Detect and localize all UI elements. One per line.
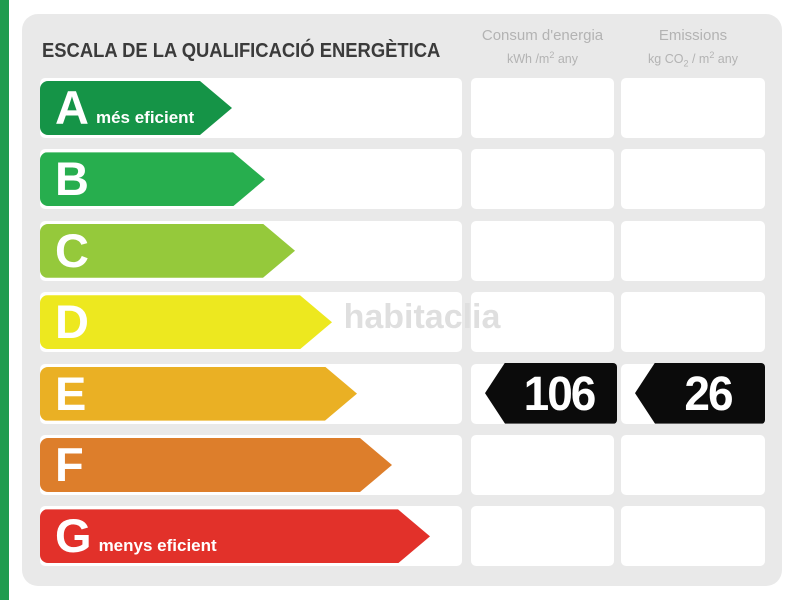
emissions-cell-d: [621, 292, 765, 353]
grade-letter-c: C: [55, 223, 89, 277]
consum-value-tag-e-value: 106: [523, 365, 597, 421]
left-green-stripe: [0, 0, 9, 600]
grade-sublabel-g: menys eficient: [98, 536, 217, 556]
rating-arrow-b: B: [40, 152, 265, 206]
rating-row-d: D: [22, 292, 782, 353]
rating-row-b: B: [22, 149, 782, 210]
emissions-value-tag-e: 26: [635, 362, 765, 424]
emissions-value-tag-e-value: 26: [684, 365, 733, 421]
page-title: ESCALA DE LA QUALIFICACIÓ ENERGÈTICA: [42, 40, 441, 62]
rating-arrow-c: C: [40, 224, 295, 278]
grade-letter-g: G: [55, 509, 92, 563]
emissions-header-units: kg CO2 / m2 any: [648, 50, 738, 69]
rating-row-c: C: [22, 220, 782, 281]
grade-letter-e: E: [55, 366, 87, 420]
emissions-cell-e: 26: [621, 362, 765, 424]
emissions-header-title: Emissions: [658, 27, 728, 44]
consum-cell-f: [471, 435, 614, 495]
grade-letter-d: D: [55, 295, 89, 349]
grade-sublabel-a: més eficient: [95, 108, 195, 127]
grade-letter-b: B: [55, 152, 89, 206]
energy-scale-card: ESCALA DE LA QUALIFICACIÓ ENERGÈTICA Con…: [22, 14, 782, 586]
consum-cell-d: [471, 292, 614, 353]
emissions-column-header: Emissions kg CO2 / m2 any: [621, 26, 765, 73]
emissions-cell-f: [621, 435, 765, 495]
emissions-cell-b: [621, 149, 765, 210]
grade-letter-f: F: [55, 438, 84, 491]
consum-column-header: Consum d'energia kWh /m2 any: [471, 26, 614, 68]
consum-header-units: kWh /m2 any: [506, 50, 578, 67]
consum-cell-e: 106: [471, 362, 617, 424]
rating-arrow-f: F: [40, 438, 392, 492]
rating-arrow-d: D: [40, 295, 332, 349]
consum-cell-a: [471, 78, 614, 138]
consum-header-title: Consum d'energia: [481, 27, 604, 44]
consum-cell-b: [471, 149, 614, 210]
emissions-cell-a: [621, 78, 765, 138]
rating-row-e: 106 26 E: [22, 362, 782, 424]
emissions-cell-g: [621, 506, 765, 567]
consum-cell-g: [471, 506, 614, 567]
consum-value-tag-e: 106: [485, 362, 617, 424]
grade-letter-a: A: [55, 81, 89, 134]
rating-row-f: F: [22, 435, 782, 495]
rating-arrow-e: E: [40, 367, 357, 421]
emissions-cell-c: [621, 220, 765, 281]
consum-cell-c: [471, 220, 614, 281]
